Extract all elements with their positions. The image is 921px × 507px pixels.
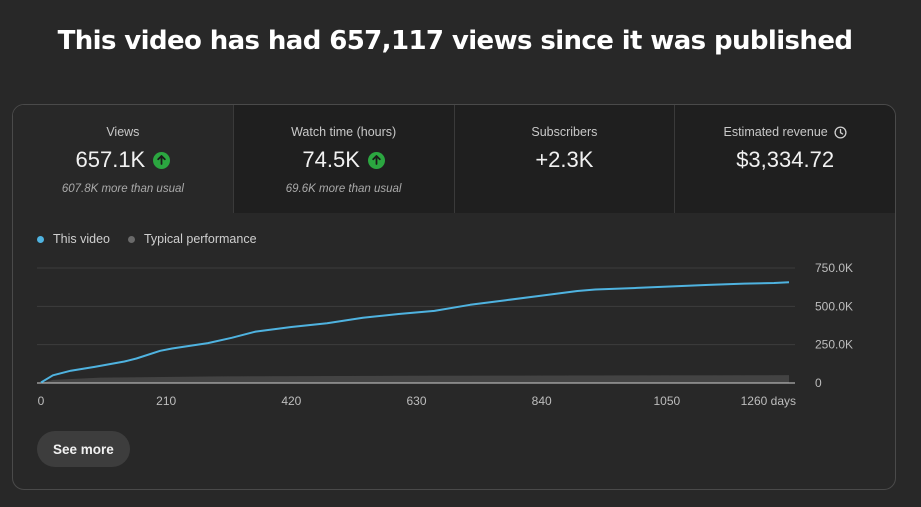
x-tick-label: 630: [406, 394, 426, 408]
chart-legend: This video Typical performance: [37, 232, 257, 246]
arrow-up-icon: [367, 151, 385, 169]
metric-value: $3,334.72: [736, 147, 835, 172]
metric-label: Estimated revenue: [723, 125, 828, 139]
y-tick-label: 250.0K: [815, 338, 853, 352]
legend-item-typical[interactable]: Typical performance: [127, 232, 257, 246]
metric-label: Subscribers: [531, 125, 598, 139]
x-tick-label: 210: [156, 394, 176, 408]
legend-label: This video: [53, 232, 110, 246]
x-tick-label: 0: [38, 394, 45, 408]
metric-tab-views[interactable]: Views 657.1K 607.8K more than usual: [13, 105, 234, 213]
see-more-button[interactable]: See more: [37, 431, 130, 467]
metric-value: 74.5K: [302, 147, 360, 172]
series-typical-performance: [41, 375, 790, 383]
legend-item-this-video[interactable]: This video: [37, 232, 110, 246]
legend-dot-icon: [127, 235, 135, 243]
metric-label: Views: [106, 125, 140, 139]
legend-dot-icon: [37, 235, 44, 243]
arrow-up-icon: [153, 151, 171, 169]
metric-tab-revenue[interactable]: Estimated revenue $3,334.72: [675, 105, 895, 213]
y-tick-label: 0: [815, 376, 822, 390]
x-tick-label: 1050: [653, 394, 680, 408]
clock-icon[interactable]: [834, 125, 847, 139]
metric-value: 657.1K: [75, 147, 146, 172]
metric-comparison: 607.8K more than usual: [61, 183, 184, 195]
metric-value: +2.3K: [535, 147, 594, 172]
metric-comparison: 69.6K more than usual: [285, 183, 402, 195]
analytics-card: Views 657.1K 607.8K more than usual Watc…: [12, 104, 896, 490]
metric-tab-watch-time[interactable]: Watch time (hours) 74.5K 69.6K more than…: [234, 105, 455, 213]
series-this-video: [40, 281, 790, 384]
metric-tab-subscribers[interactable]: Subscribers +2.3K: [455, 105, 676, 213]
page-title: This video has had 657,117 views since i…: [57, 26, 853, 56]
x-tick-label: 840: [532, 394, 552, 408]
legend-label: Typical performance: [143, 232, 257, 246]
metric-label-row: Estimated revenue: [724, 125, 847, 139]
y-tick-label: 500.0K: [815, 299, 853, 313]
metrics-tabs: Views 657.1K 607.8K more than usual Watc…: [13, 105, 895, 213]
x-tick-label: 420: [281, 394, 301, 408]
x-tick-label: 1260 days: [741, 394, 796, 408]
metric-label: Watch time (hours): [291, 125, 397, 139]
views-chart: 0 250.0K 500.0K 750.0K 0 210 420 630 840 1050 1260…: [37, 261, 853, 408]
y-tick-label: 750.0K: [815, 261, 853, 275]
